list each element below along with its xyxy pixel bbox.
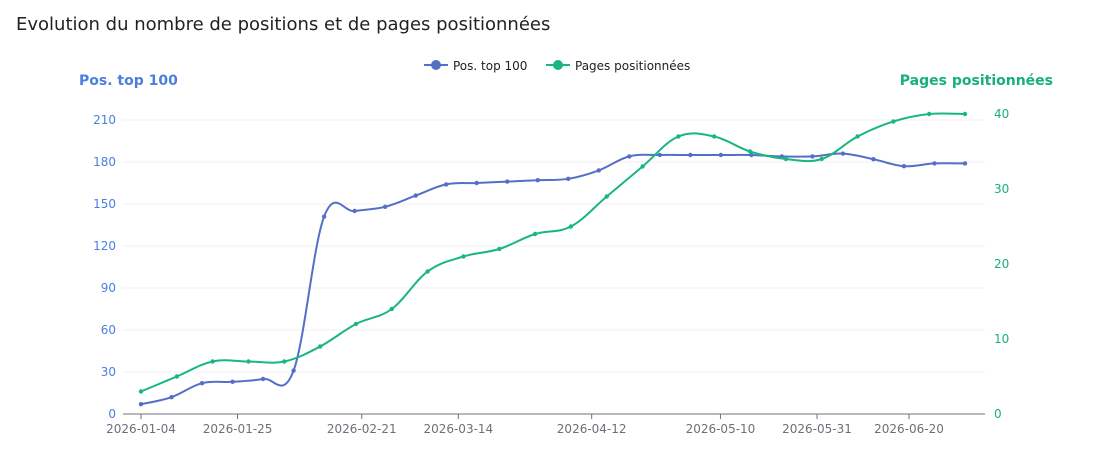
right-tick-label: 0 xyxy=(994,407,1002,421)
data-point-pages xyxy=(497,246,502,252)
x-tick-label: 2026-02-21 xyxy=(327,422,397,436)
data-point-positions xyxy=(566,176,571,181)
data-point-pages xyxy=(282,359,287,364)
legend-item-positions-label: Pos. top 100 xyxy=(453,59,527,73)
data-point-pages xyxy=(604,194,609,199)
left-tick-label: 150 xyxy=(93,197,116,211)
data-point-positions xyxy=(535,178,540,183)
data-point-positions xyxy=(291,368,296,373)
data-point-positions xyxy=(138,402,144,407)
left-tick-label: 60 xyxy=(101,323,116,337)
data-point-pages xyxy=(246,359,251,364)
left-tick-label: 0 xyxy=(108,407,116,421)
chart-title: Evolution du nombre de positions et de p… xyxy=(16,14,551,35)
x-tick-label: 2026-05-10 xyxy=(686,422,756,436)
data-point-positions xyxy=(596,168,601,173)
data-point-pages xyxy=(174,374,180,379)
data-point-pages xyxy=(532,231,538,237)
right-tick-label: 20 xyxy=(994,257,1009,271)
right-tick-label: 40 xyxy=(994,107,1009,121)
data-point-positions xyxy=(749,152,754,158)
left-tick-label: 120 xyxy=(93,239,116,253)
left-axis-label: Pos. top 100 xyxy=(79,73,178,89)
data-point-positions xyxy=(474,180,479,186)
data-point-pages xyxy=(353,321,359,327)
data-point-pages xyxy=(747,149,753,154)
data-point-positions xyxy=(901,164,907,169)
data-point-positions xyxy=(840,151,846,156)
data-point-positions xyxy=(230,379,235,384)
data-point-pages xyxy=(819,156,824,162)
data-point-positions xyxy=(321,214,327,219)
data-point-positions xyxy=(443,182,449,187)
right-axis-label: Pages positionnées xyxy=(900,73,1053,89)
data-point-pages xyxy=(640,164,645,169)
data-point-pages xyxy=(210,359,215,364)
series-line-pages xyxy=(140,112,966,393)
x-tick-label: 2026-06-20 xyxy=(874,422,944,436)
data-point-positions xyxy=(810,154,815,159)
data-point-positions xyxy=(688,152,693,158)
data-point-pages xyxy=(676,134,681,139)
legend-item-positions-marker xyxy=(431,60,441,70)
legend-item-pages-marker xyxy=(553,60,563,70)
data-point-positions xyxy=(627,154,632,159)
data-point-pages xyxy=(138,389,144,394)
left-tick-label: 210 xyxy=(93,113,116,127)
data-point-positions xyxy=(718,152,724,158)
data-point-positions xyxy=(962,161,968,166)
data-point-positions xyxy=(260,376,266,382)
x-tick-label: 2026-04-12 xyxy=(557,422,627,436)
x-tick-label: 2026-01-25 xyxy=(203,422,273,436)
left-tick-label: 180 xyxy=(93,155,116,169)
data-point-pages xyxy=(891,119,896,124)
data-point-pages xyxy=(389,306,394,312)
data-point-pages xyxy=(926,111,932,117)
x-tick-label: 2026-01-04 xyxy=(106,422,176,436)
data-point-positions xyxy=(505,179,510,184)
data-point-pages xyxy=(461,254,466,259)
left-tick-label: 30 xyxy=(101,365,116,379)
data-point-positions xyxy=(932,161,937,166)
data-point-pages xyxy=(425,269,430,274)
data-point-positions xyxy=(352,208,357,214)
data-point-positions xyxy=(657,152,663,158)
data-point-pages xyxy=(712,134,717,139)
series-line-positions xyxy=(140,152,966,406)
data-point-positions xyxy=(382,204,388,209)
right-tick-label: 10 xyxy=(994,332,1009,346)
data-point-positions xyxy=(199,381,205,386)
x-tick-label: 2026-03-14 xyxy=(423,422,493,436)
data-point-positions xyxy=(169,395,174,400)
data-point-positions xyxy=(413,193,418,198)
data-point-positions xyxy=(871,157,876,162)
left-tick-label: 90 xyxy=(101,281,116,295)
data-point-pages xyxy=(962,111,968,117)
data-point-pages xyxy=(317,344,323,349)
legend-item-pages-label: Pages positionnées xyxy=(575,59,690,73)
data-point-pages xyxy=(855,134,860,139)
data-point-pages xyxy=(783,156,789,162)
x-tick-label: 2026-05-31 xyxy=(782,422,852,436)
right-tick-label: 30 xyxy=(994,182,1009,196)
data-point-pages xyxy=(568,224,574,229)
